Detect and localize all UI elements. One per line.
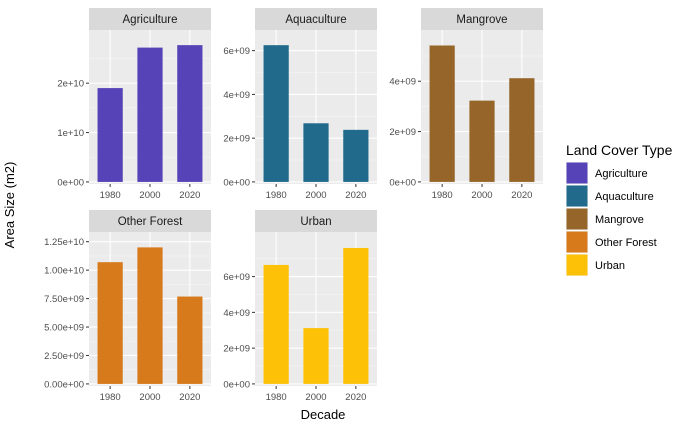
x-tick-label: 2000 (471, 190, 492, 201)
legend-label: Agriculture (595, 168, 648, 180)
bar (263, 45, 289, 182)
y-tick-label: 0e+00 (57, 177, 84, 188)
x-tick-label: 2000 (139, 392, 160, 403)
panel-strip (89, 210, 211, 232)
y-tick-label: 4e+09 (223, 90, 250, 101)
y-tick-label: 6e+09 (223, 46, 250, 57)
y-tick-label: 5.00e+09 (44, 323, 84, 334)
bar (137, 47, 163, 182)
y-tick-label: 2e+09 (223, 344, 250, 355)
bar (97, 88, 123, 182)
y-tick-label: 0e+00 (223, 177, 250, 188)
y-tick-label: 4e+09 (389, 77, 416, 88)
y-tick-label: 1.25e+10 (44, 237, 84, 248)
panel-strip (421, 8, 543, 30)
legend-item: Urban (566, 254, 625, 276)
legend-key (566, 185, 588, 207)
legend: Land Cover Type Agriculture Aquaculture Ma… (566, 142, 673, 276)
bar (469, 100, 495, 182)
legend-key (566, 231, 588, 253)
y-tick-label: 0e+00 (389, 177, 416, 188)
legend-label: Other Forest (595, 237, 657, 249)
bar (263, 264, 289, 384)
x-tick-label: 2000 (139, 190, 160, 201)
y-tick-label: 0.00e+00 (44, 379, 84, 390)
x-tick-label: 2020 (511, 190, 532, 201)
x-tick-label: 2000 (305, 190, 326, 201)
y-tick-label: 2e+09 (389, 127, 416, 138)
panel-strip (89, 8, 211, 30)
legend-item: Agriculture (566, 162, 648, 184)
panel-aquaculture: Aquaculture 0e+00 2e+09 4e+09 6e+09 1980 2000 2… (223, 8, 377, 201)
x-tick-label: 2020 (179, 190, 200, 201)
panel-other-forest: Other Forest 0.00e+00 2.50e+09 5.00e+09 7.50… (44, 210, 211, 403)
legend-title: Land Cover Type (566, 142, 673, 158)
panel-title: Aquaculture (285, 14, 346, 26)
y-axis-title: Area Size (m2) (2, 162, 17, 249)
x-tick-label: 1980 (432, 190, 453, 201)
legend-item: Aquaculture (566, 185, 654, 207)
panel-agriculture: Agriculture 0e+00 1e+10 2e+10 1980 2000 2020 (57, 8, 211, 201)
panel-title: Agriculture (123, 14, 178, 26)
panel-strip (255, 8, 377, 30)
y-tick-label: 0e+00 (223, 379, 250, 390)
panel-urban: Urban 0e+00 2e+09 4e+09 6e+09 1980 2000 2020 (223, 210, 377, 403)
panel-title: Urban (300, 216, 331, 228)
x-tick-label: 2000 (305, 392, 326, 403)
y-tick-label: 2.50e+09 (44, 351, 84, 362)
panel-mangrove: Mangrove 0e+00 2e+09 4e+09 1980 2000 2020 (389, 8, 543, 201)
x-tick-label: 1980 (266, 392, 287, 403)
legend-label: Urban (595, 260, 625, 272)
bar (343, 247, 369, 384)
x-tick-label: 1980 (100, 392, 121, 403)
legend-key (566, 208, 588, 230)
bar (303, 123, 329, 182)
legend-item: Mangrove (566, 208, 644, 230)
x-tick-label: 2020 (345, 190, 366, 201)
legend-label: Mangrove (595, 214, 644, 226)
y-tick-label: 1e+10 (57, 128, 84, 139)
legend-key (566, 254, 588, 276)
y-tick-label: 2e+10 (57, 79, 84, 90)
bar (509, 78, 535, 182)
legend-label: Aquaculture (595, 191, 654, 203)
panel-title: Other Forest (118, 216, 183, 228)
y-tick-label: 6e+09 (223, 272, 250, 283)
bar (177, 296, 203, 384)
x-tick-label: 1980 (100, 190, 121, 201)
y-tick-label: 2e+09 (223, 134, 250, 145)
panel-strip (255, 210, 377, 232)
legend-item: Other Forest (566, 231, 657, 253)
bar (343, 129, 369, 182)
bar (97, 262, 123, 384)
y-tick-label: 1.00e+10 (44, 266, 84, 277)
x-tick-label: 2020 (179, 392, 200, 403)
bar (303, 328, 329, 384)
bar (177, 45, 203, 182)
panel-title: Mangrove (456, 14, 507, 26)
bar (137, 247, 163, 384)
x-axis-title: Decade (301, 407, 346, 422)
x-tick-label: 1980 (266, 190, 287, 201)
x-tick-label: 2020 (345, 392, 366, 403)
legend-key (566, 162, 588, 184)
y-tick-label: 4e+09 (223, 308, 250, 319)
y-tick-label: 7.50e+09 (44, 294, 84, 305)
bar (429, 45, 455, 182)
